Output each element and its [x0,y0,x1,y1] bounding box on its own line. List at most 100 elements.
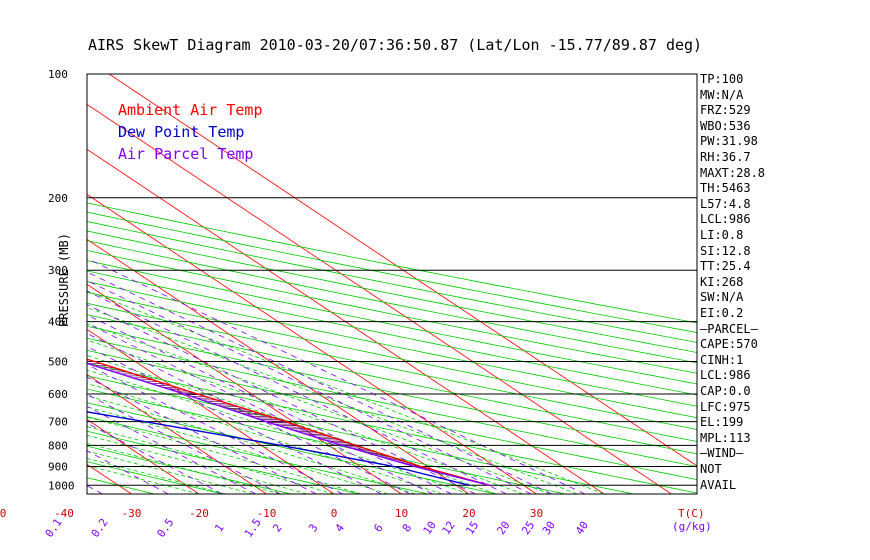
bottom-temp-tick-label: 20 [462,507,475,520]
y-axis-label: PRESSURE (MB) [57,233,71,327]
bottom-temp-tick-label: 0 [331,507,338,520]
pressure-tick-label: 800 [48,439,68,452]
mixing-ratio-line [87,393,281,494]
pressure-tick-label: 900 [48,460,68,473]
pressure-tick-label: 500 [48,355,68,368]
isotherm-line [87,193,537,494]
moist-adiabat-line [87,323,551,494]
pressure-tick-label: 600 [48,388,68,401]
mixing-ratio-tick-label: 6 [371,522,385,535]
moist-adiabat-line [87,450,254,494]
isotherm-line [108,74,697,467]
mixing-ratio-tick-label: 8 [400,522,414,535]
mixing-ratio-tick-label: 1 [212,522,226,535]
index-item: MAXT:28.8 [700,165,766,180]
dry-adiabat-line [87,337,697,468]
isotherm-line [87,328,335,494]
index-item: CAP:0.0 [700,384,751,398]
dew-point-temp-line [87,411,470,486]
pressure-tick-label: 1000 [48,479,75,492]
mixing-ratio-tick-label: 0.2 [89,516,111,540]
dry-adiabat-line [87,202,697,324]
moist-adiabat-line [87,434,308,494]
mixing-ratio-tick-label: 40 [573,519,591,537]
index-item: CINH:1 [700,352,744,367]
index-item: L57:4.8 [700,196,751,211]
dry-adiabat-line [87,445,292,494]
dry-adiabat-line [87,388,566,494]
index-item: —WIND— [700,446,744,461]
bottom-temp-tick-label: -10 [257,507,277,520]
dry-adiabat-line [87,402,497,494]
cape-hatching [87,358,489,486]
mixing-ratio-line [87,258,586,494]
axis-tick-labels: 1002003004005006007008009001000-120-110-… [0,68,712,540]
dry-adiabat-line [87,221,697,343]
isotherm-line [87,418,200,494]
index-item: LCL:986 [700,212,751,227]
legend-ambient-air-temp: Ambient Air Temp [118,101,263,119]
profile-series [87,358,490,486]
dry-adiabat-line [87,281,697,407]
mixing-ratio-tick-label: 30 [540,519,558,537]
bottom-temp-tick-label: -20 [189,507,209,520]
isotherm-lines [0,74,697,494]
mixing-ratio-tick-label: 20 [494,519,512,537]
pressure-tick-label: 300 [48,264,68,277]
dry-adiabat-line [87,461,224,494]
mixing-ratio-tick-label: 15 [463,519,481,537]
mixing-ratio-line [87,422,223,494]
dry-adiabat-line [87,240,697,364]
index-item: MPL:113 [700,430,751,445]
isotherm-line [87,148,605,494]
index-item: SW:N/A [700,290,744,305]
index-item: KI:268 [700,274,744,289]
pressure-tick-label: 400 [48,316,68,329]
dry-adiabat-line [87,314,697,442]
mixing-ratio-line [87,290,507,494]
index-item: WBO:536 [700,118,751,133]
mixing-ratio-tick-label: 25 [519,519,537,537]
mixing-ratio-tick-label: 10 [421,519,439,537]
mixing-ratio-tick-label: 12 [440,519,458,537]
moist-adiabat-line [87,369,470,494]
moist-adiabat-line [87,290,605,494]
dry-adiabat-line [87,291,697,419]
index-item: NOT [700,462,722,476]
index-item: EI:0.2 [700,306,744,320]
mixing-ratio-tick-label: 4 [333,521,348,534]
index-item: RH:36.7 [700,150,751,164]
dry-adiabat-line [0,74,86,494]
dry-adiabat-lines [0,74,697,494]
isotherm-line [0,74,64,494]
index-item: LCL:986 [700,368,751,383]
index-item: TT:25.4 [700,259,751,274]
plot-frame [86,73,698,495]
index-item: AVAIL [700,477,737,492]
bottom-temp-tick-label: 30 [530,507,543,520]
mixing-ratio-unit-label: (g/kg) [672,520,712,533]
mixing-ratio-tick-label: 2 [270,522,284,535]
legend-air-parcel-temp: Air Parcel Temp [118,145,254,163]
moist-adiabat-line [87,416,362,494]
pressure-tick-label: 100 [48,68,68,81]
dry-adiabat-line [87,375,634,494]
index-item: FRZ:529 [700,103,751,118]
index-item: PW:31.98 [700,134,758,149]
bottom-temp-tick-label: -40 [54,507,74,520]
dry-adiabat-line [87,230,697,353]
moist-adiabat-line [87,458,227,494]
pressure-tick-label: 700 [48,416,68,429]
mixing-ratio-tick-label: 3 [306,522,320,535]
moist-adiabat-line [87,465,200,494]
dry-adiabat-line [87,211,697,333]
mixing-ratio-line [87,406,256,494]
mixing-ratio-lines [87,258,586,494]
index-item: TH:5463 [700,181,751,196]
moist-adiabat-line [87,442,281,494]
index-item: EL:199 [700,415,744,430]
bottom-temp-unit-label: T(C) [678,507,705,520]
chart-title: AIRS SkewT Diagram 2010-03-20/07:36:50.8… [88,36,703,54]
mixing-ratio-line [87,271,552,494]
